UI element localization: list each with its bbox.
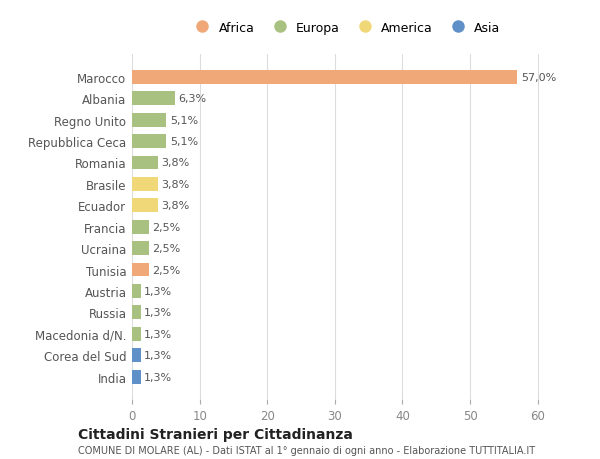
Bar [132,370,141,384]
Text: 3,8%: 3,8% [161,158,190,168]
Bar [132,263,149,277]
Text: 5,1%: 5,1% [170,137,198,147]
Text: 6,3%: 6,3% [178,94,206,104]
Text: 1,3%: 1,3% [144,350,172,360]
Text: 1,3%: 1,3% [144,329,172,339]
Bar [132,284,141,298]
Bar [132,348,141,362]
Text: Cittadini Stranieri per Cittadinanza: Cittadini Stranieri per Cittadinanza [78,427,353,442]
Text: 1,3%: 1,3% [144,286,172,296]
Text: 57,0%: 57,0% [521,73,556,83]
Text: 1,3%: 1,3% [144,308,172,318]
Legend: Africa, Europa, America, Asia: Africa, Europa, America, Asia [185,17,505,39]
Bar [132,241,149,256]
Text: 3,8%: 3,8% [161,179,190,190]
Text: 3,8%: 3,8% [161,201,190,211]
Bar [132,199,158,213]
Bar [132,135,166,149]
Bar [132,178,158,191]
Bar [132,306,141,319]
Text: 5,1%: 5,1% [170,115,198,125]
Text: COMUNE DI MOLARE (AL) - Dati ISTAT al 1° gennaio di ogni anno - Elaborazione TUT: COMUNE DI MOLARE (AL) - Dati ISTAT al 1°… [78,446,535,455]
Bar [132,156,158,170]
Text: 1,3%: 1,3% [144,372,172,382]
Bar [132,71,517,84]
Text: 2,5%: 2,5% [152,222,181,232]
Bar [132,327,141,341]
Bar [132,220,149,234]
Text: 2,5%: 2,5% [152,244,181,253]
Bar [132,92,175,106]
Text: 2,5%: 2,5% [152,265,181,275]
Bar [132,113,166,127]
